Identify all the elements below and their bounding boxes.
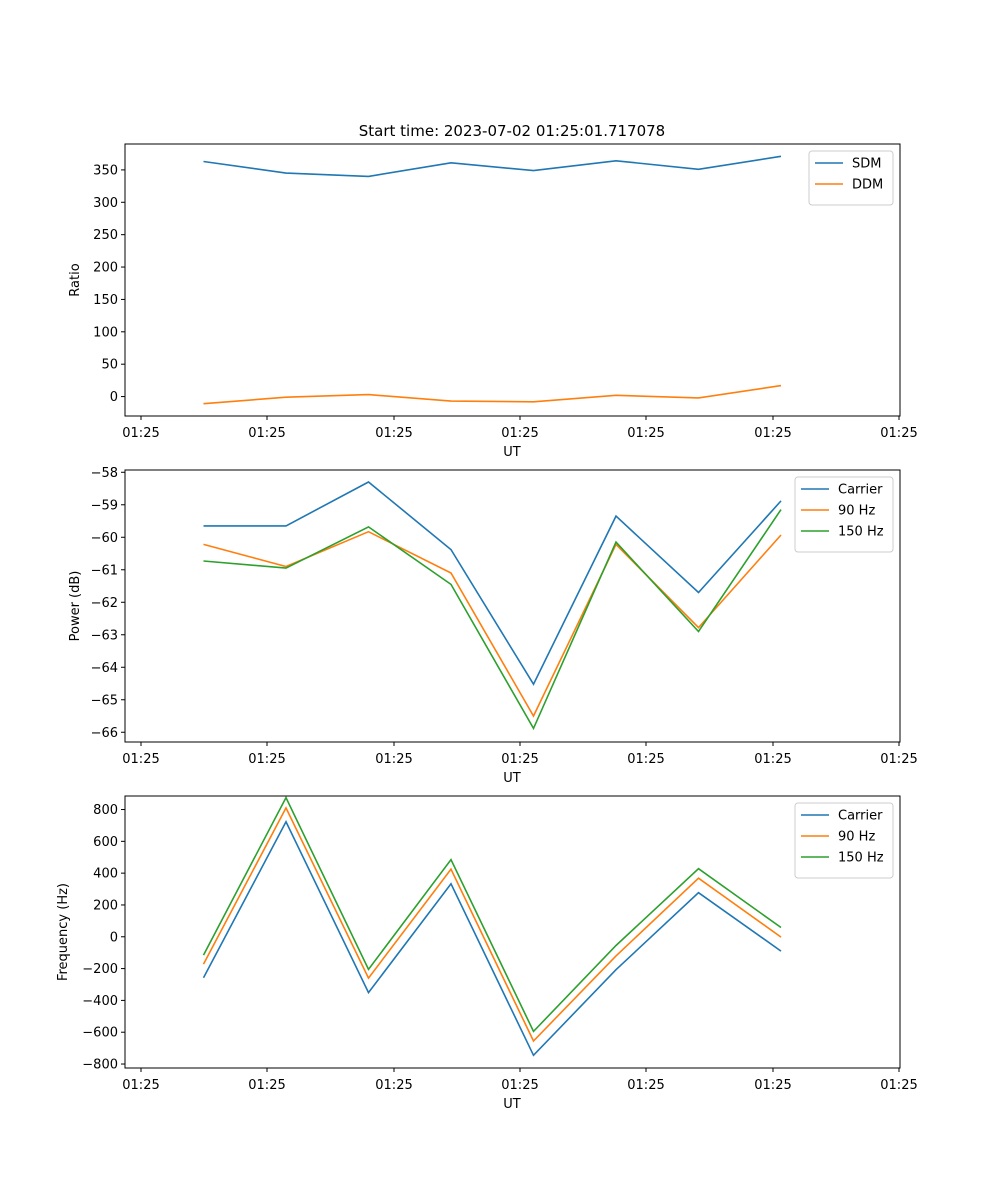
x-tick-label: 01:25 xyxy=(880,426,917,441)
y-tick-label: −66 xyxy=(91,726,118,741)
legend-box xyxy=(794,802,894,879)
y-tick-label: −800 xyxy=(82,1058,118,1073)
legend-label: Carrier xyxy=(838,483,883,498)
legend-box xyxy=(808,150,894,206)
legend: Carrier 90 Hz 150 Hz xyxy=(794,476,894,553)
x-tick-label: 01:25 xyxy=(248,426,285,441)
x-tick-label: 01:25 xyxy=(122,426,159,441)
subplot-2: −66 −65 −64 −63 −62 −61 −60 −59 −58 01:25 01:25 01:… xyxy=(68,466,918,786)
y-tick-label: −400 xyxy=(82,994,118,1009)
y-tick-label: −61 xyxy=(91,563,118,578)
x-tick-label: 01:25 xyxy=(248,1078,285,1093)
y-tick-label: −64 xyxy=(91,661,118,676)
x-tick-label: 01:25 xyxy=(880,752,917,767)
x-tick-label: 01:25 xyxy=(501,752,538,767)
x-tick-label: 01:25 xyxy=(627,1078,664,1093)
x-tick-label: 01:25 xyxy=(627,426,664,441)
legend-label: 90 Hz xyxy=(838,504,875,519)
y-tick-label: −200 xyxy=(82,962,118,977)
subplot-1: 0 50 100 150 200 250 300 350 01:25 01:25 01:25 01:2… xyxy=(68,143,918,460)
axes-frame xyxy=(124,143,901,417)
x-tick-label: 01:25 xyxy=(627,752,664,767)
legend-label: 150 Hz xyxy=(838,851,884,866)
x-axis-label: UT xyxy=(503,771,521,786)
y-axis-label: Power (dB) xyxy=(68,571,83,642)
y-tick-label: 200 xyxy=(93,898,118,913)
y-tick-label: 150 xyxy=(93,293,118,308)
x-tick-label: 01:25 xyxy=(375,752,412,767)
legend-label: 150 Hz xyxy=(838,525,884,540)
x-tick-label: 01:25 xyxy=(754,426,791,441)
x-tick-label: 01:25 xyxy=(501,1078,538,1093)
y-tick-label: −62 xyxy=(91,596,118,611)
axes-frame xyxy=(124,469,901,743)
y-tick-label: −59 xyxy=(91,498,118,513)
y-tick-label: 800 xyxy=(93,803,118,818)
x-tick-label: 01:25 xyxy=(375,1078,412,1093)
subplots: 0 50 100 150 200 250 300 350 01:25 01:25 01:25 01:2… xyxy=(56,143,918,1112)
series-line-sdm xyxy=(203,155,782,178)
x-tick-label: 01:25 xyxy=(122,1078,159,1093)
axes-frame xyxy=(124,795,901,1069)
y-tick-label: 0 xyxy=(110,390,118,405)
series-line-150-hz xyxy=(202,795,782,1033)
legend-label: DDM xyxy=(852,178,883,193)
series-line-ddm xyxy=(203,384,782,405)
legend: SDM DDM xyxy=(808,150,894,206)
subplot-3: −800 −600 −400 −200 0 200 400 600 800 01:25 01:25 0… xyxy=(56,795,918,1112)
y-tick-label: −60 xyxy=(91,531,118,546)
series-line-90-hz xyxy=(202,806,782,1043)
y-tick-label: −58 xyxy=(91,466,118,481)
y-tick-label: 600 xyxy=(93,835,118,850)
x-tick-label: 01:25 xyxy=(248,752,285,767)
series-line-150-hz xyxy=(203,509,782,731)
y-tick-label: 300 xyxy=(93,196,118,211)
x-tick-label: 01:25 xyxy=(754,1078,791,1093)
y-tick-label: 0 xyxy=(110,930,118,945)
y-tick-label: 200 xyxy=(93,261,118,276)
legend-box xyxy=(794,476,894,553)
y-axis-label: Ratio xyxy=(68,263,83,296)
legend-label: Carrier xyxy=(838,809,883,824)
figure-title: Start time: 2023-07-02 01:25:01.717078 xyxy=(359,122,665,140)
x-axis-label: UT xyxy=(503,1097,521,1112)
y-tick-label: −600 xyxy=(82,1026,118,1041)
series-line-carrier xyxy=(202,820,782,1057)
x-tick-label: 01:25 xyxy=(501,426,538,441)
y-tick-label: 50 xyxy=(101,358,118,373)
y-tick-label: 100 xyxy=(93,325,118,340)
y-axis-label: Frequency (Hz) xyxy=(56,883,71,981)
x-tick-label: 01:25 xyxy=(880,1078,917,1093)
y-tick-label: 350 xyxy=(93,163,118,178)
y-tick-label: 250 xyxy=(93,228,118,243)
legend-label: 90 Hz xyxy=(838,830,875,845)
legend: Carrier 90 Hz 150 Hz xyxy=(794,802,894,879)
x-tick-label: 01:25 xyxy=(754,752,791,767)
series-line-carrier xyxy=(203,481,782,686)
x-axis-label: UT xyxy=(503,445,521,460)
y-tick-label: −63 xyxy=(91,628,118,643)
x-tick-label: 01:25 xyxy=(375,426,412,441)
y-tick-label: −65 xyxy=(91,693,118,708)
legend-label: SDM xyxy=(852,157,881,172)
y-tick-label: 400 xyxy=(93,867,118,882)
x-tick-label: 01:25 xyxy=(122,752,159,767)
